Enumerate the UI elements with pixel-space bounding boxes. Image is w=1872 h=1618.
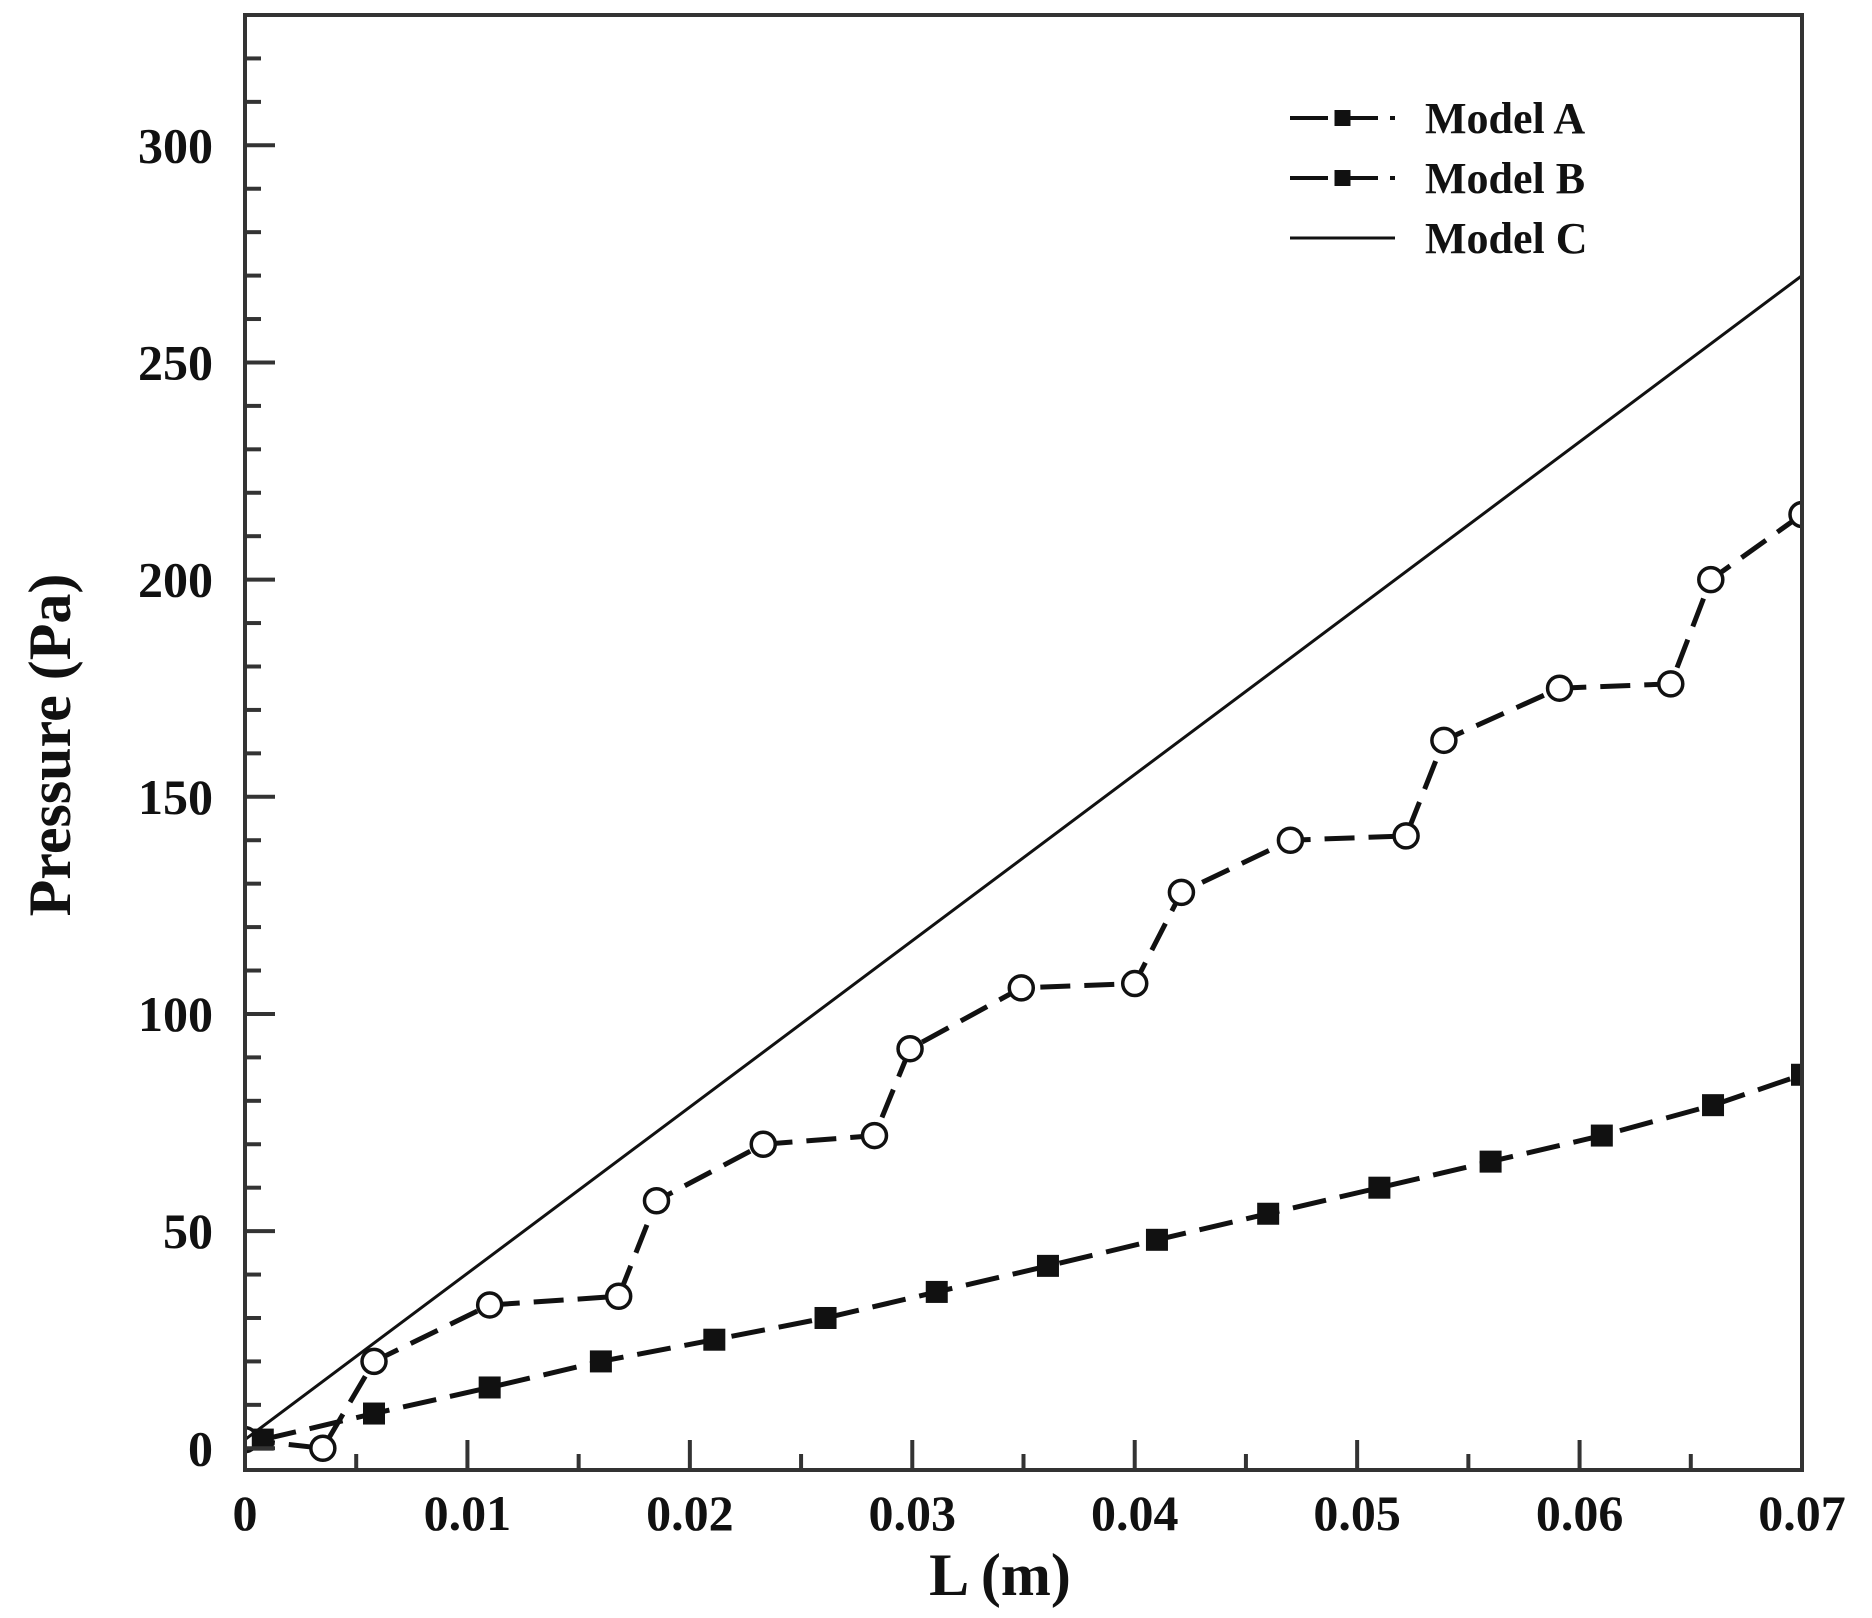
- series-0-point: [642, 1186, 671, 1215]
- plot-area: [245, 274, 1802, 1463]
- series-0-point: [860, 1121, 889, 1150]
- series-1-point: [1590, 1124, 1613, 1147]
- y-tick-label: 150: [138, 769, 213, 825]
- series-1-point: [1257, 1202, 1280, 1225]
- series-0-point: [1545, 674, 1574, 702]
- y-tick-label: 50: [163, 1203, 213, 1259]
- series-0-point: [604, 1282, 633, 1311]
- legend-label-0: Model A: [1425, 94, 1585, 143]
- x-tick-label: 0.02: [646, 1485, 734, 1541]
- legend-label-1: Model B: [1425, 154, 1585, 203]
- x-axis-title: L (m): [929, 1542, 1071, 1608]
- series-0-point: [1120, 969, 1149, 998]
- series-1-point: [1702, 1094, 1725, 1117]
- series-1-point: [1368, 1176, 1391, 1199]
- axes: 0 0.01 0.02 0.03 0.04 0.05 0.06 0.07 0 50 100 150 20…: [138, 13, 1846, 1541]
- y-tick-label: 0: [188, 1420, 213, 1476]
- series-0-point: [475, 1291, 504, 1319]
- series-group: [245, 274, 1802, 1463]
- legend-marker-1: [1334, 170, 1351, 186]
- series-line-2: [245, 274, 1802, 1441]
- legend-marker-0: [1334, 110, 1351, 126]
- series-1-point: [363, 1402, 386, 1425]
- series-1-point: [1479, 1150, 1502, 1173]
- x-tick-label: 0.03: [869, 1485, 957, 1541]
- series-1-point: [1791, 1063, 1802, 1086]
- series-0-point: [1788, 500, 1802, 529]
- series-0-point: [1007, 974, 1036, 1002]
- series-1-point: [589, 1350, 612, 1373]
- legend: Model A Model B Model C: [1290, 94, 1588, 263]
- series-1-point: [925, 1280, 948, 1303]
- y-tick-label: 300: [138, 117, 213, 173]
- series-1-point: [1036, 1254, 1059, 1277]
- series-0-point: [749, 1130, 778, 1159]
- series-0-point: [1167, 878, 1196, 907]
- series-0-point: [1697, 565, 1725, 594]
- x-tick-label: 0.07: [1758, 1485, 1846, 1541]
- series-1-point: [478, 1376, 501, 1399]
- y-tick-label: 250: [138, 334, 213, 390]
- series-1-point: [814, 1306, 837, 1329]
- series-0-point: [896, 1034, 924, 1063]
- series-0-point: [360, 1347, 388, 1376]
- legend-label-2: Model C: [1425, 214, 1588, 263]
- series-0-point: [1430, 726, 1458, 755]
- x-tick-label: 0.04: [1091, 1485, 1179, 1541]
- series-1-point: [1145, 1228, 1168, 1251]
- series-0-point: [1657, 670, 1685, 698]
- series-line-1: [262, 1072, 1802, 1443]
- y-tick-label: 100: [138, 986, 213, 1042]
- series-0-point: [309, 1434, 337, 1463]
- y-axis-title: Pressure (Pa): [17, 574, 83, 917]
- x-tick-label: 0: [233, 1485, 258, 1541]
- x-tick-label: 0.06: [1536, 1485, 1624, 1541]
- y-tick-label: 200: [138, 552, 213, 608]
- x-tick-label: 0.01: [424, 1485, 512, 1541]
- series-1-point: [251, 1428, 274, 1451]
- series-0-point: [1392, 822, 1420, 850]
- series-0-point: [1276, 826, 1305, 854]
- series-1-point: [703, 1328, 726, 1351]
- x-tick-label: 0.05: [1313, 1485, 1401, 1541]
